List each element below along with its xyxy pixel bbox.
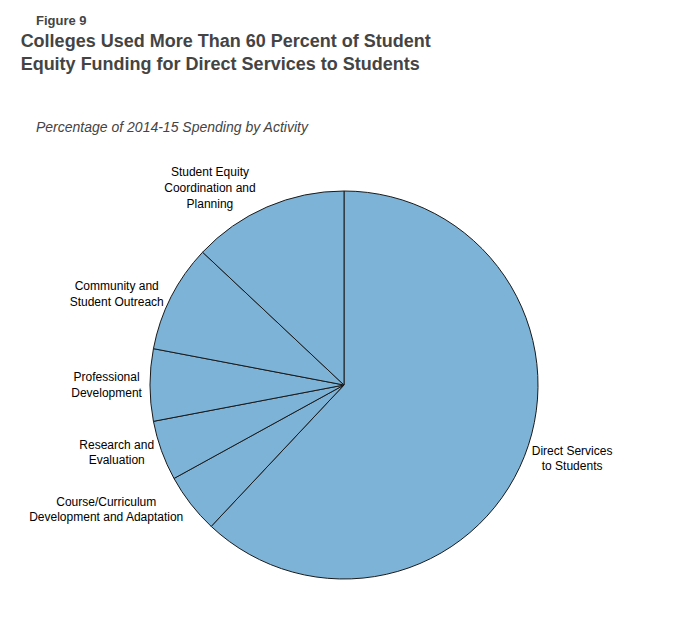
svg-text:Direct Servicesto Students: Direct Servicesto Students xyxy=(532,444,613,474)
svg-text:Figure 9: Figure 9 xyxy=(36,13,87,28)
svg-text:Student EquityCoordination and: Student EquityCoordination andPlanning xyxy=(164,165,255,210)
svg-text:Percentage of 2014-15 Spending: Percentage of 2014-15 Spending by Activi… xyxy=(36,119,309,135)
svg-text:Community andStudent Outreach: Community andStudent Outreach xyxy=(70,279,164,309)
svg-text:ProfessionalDevelopment: ProfessionalDevelopment xyxy=(71,370,142,400)
svg-text:Course/CurriculumDevelopment a: Course/CurriculumDevelopment and Adaptat… xyxy=(29,495,183,525)
svg-text:Colleges Used More Than 60 Per: Colleges Used More Than 60 Percent of St… xyxy=(21,31,431,74)
svg-text:Research andEvaluation: Research andEvaluation xyxy=(79,438,154,468)
